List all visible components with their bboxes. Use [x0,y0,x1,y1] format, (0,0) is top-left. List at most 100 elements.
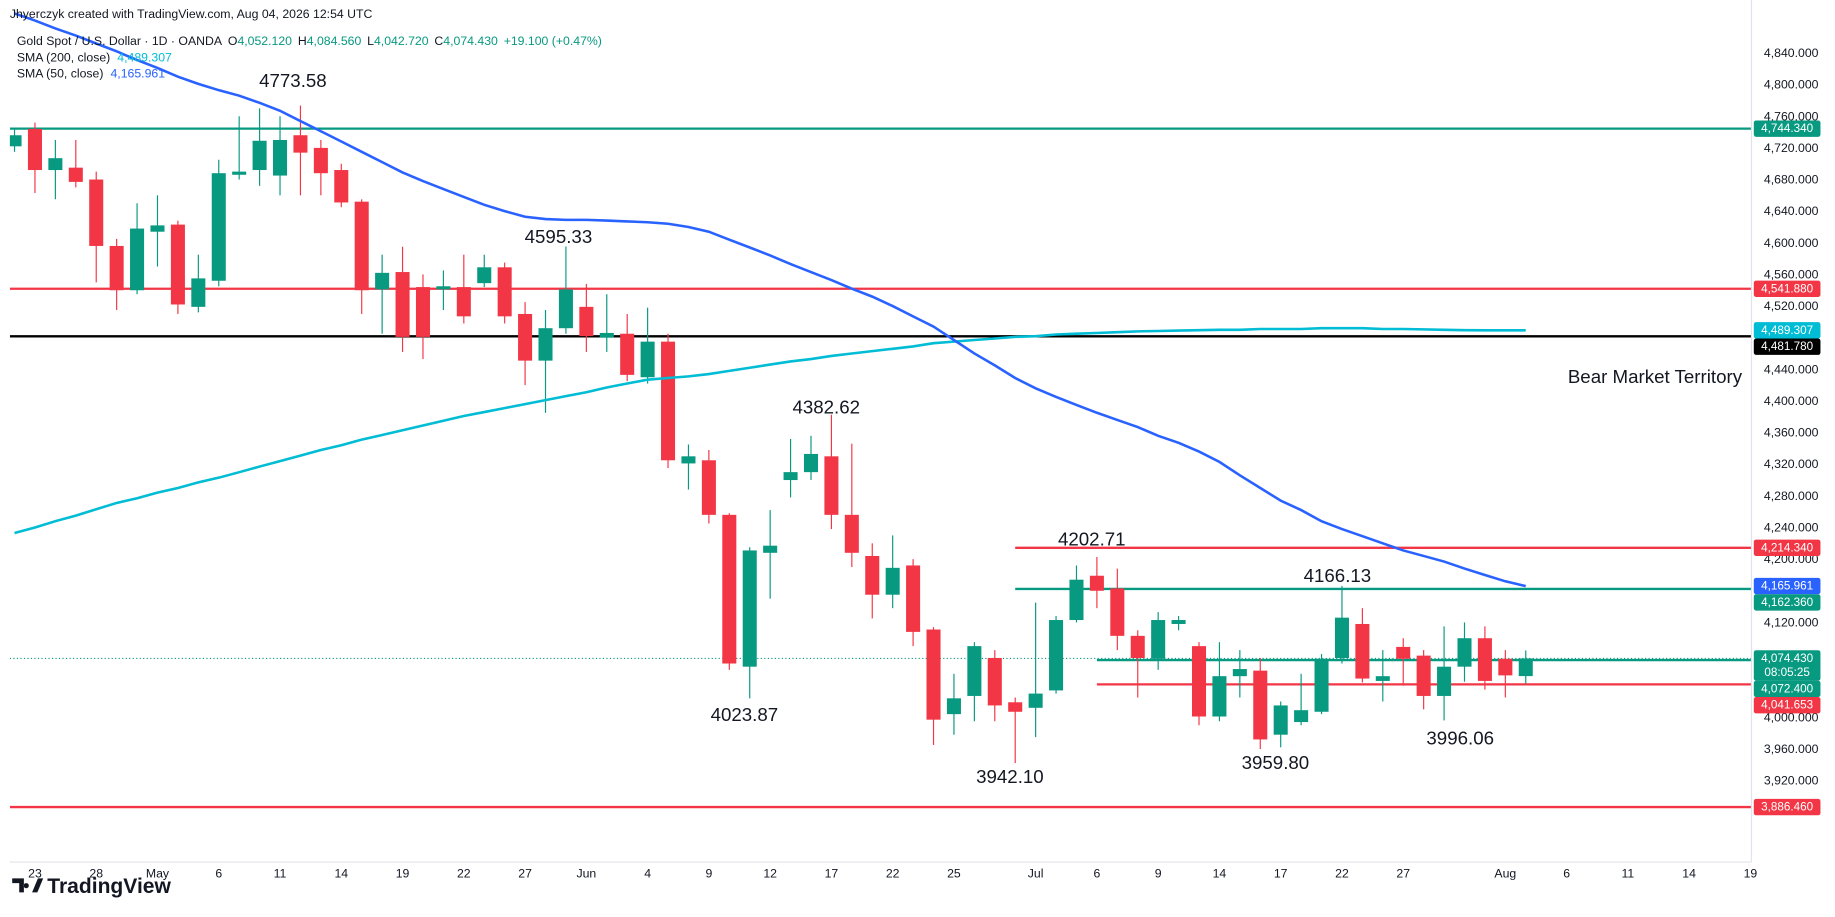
candle-body [130,228,145,291]
ohlc-key: L [367,34,374,48]
candle-body [170,224,185,305]
annotation: 4202.71 [1058,529,1126,550]
ohlc-key: O [228,34,238,48]
candle-body [1416,655,1431,696]
candle-body [1069,579,1084,621]
annotation: 4023.87 [711,704,779,725]
candle-body [599,332,614,338]
x-tick-label: Jul [1028,867,1044,881]
candle-body [497,267,512,317]
price-tag [1753,280,1821,297]
candle-body [518,313,533,361]
annotation: 4166.13 [1304,565,1372,586]
candle-body [558,289,573,329]
candle-body [436,286,451,290]
y-tick-label: 4,280.000 [1764,489,1819,503]
indicator-value: 4,165.961 [110,67,165,81]
y-tick-label: 4,400.000 [1764,394,1819,408]
price-tag [1753,798,1821,816]
candle-body [620,333,635,375]
symbol-line: Gold Spot / U.S. Dollar · 1D · OANDA O 4,0… [17,34,602,48]
candle-body [1355,623,1370,679]
annotation: 4595.33 [525,226,593,247]
y-tick-label: 4,000.000 [1764,710,1819,724]
y-tick-label: 4,600.000 [1764,236,1819,250]
x-tick-label: 19 [396,867,410,881]
annotation: 3996.06 [1426,728,1494,749]
candle-body [68,167,83,182]
x-tick-label: Jun [576,867,596,881]
y-tick-label: 4,680.000 [1764,173,1819,187]
candle-body [354,201,369,291]
candle-body [1518,658,1533,677]
candle-body [48,158,63,171]
candle-body [89,179,104,246]
candle-body [150,225,165,232]
y-tick-label: 4,120.000 [1764,615,1819,629]
y-tick-label: 4,360.000 [1764,426,1819,440]
header: Jhyerczyk created with TradingView.com, … [10,7,602,81]
candle-body [1171,620,1186,624]
symbol: Gold Spot / U.S. Dollar · 1D · OANDA [17,34,223,48]
x-tick-label: 27 [518,867,532,881]
candle-body [701,460,716,515]
candle-body [456,287,471,317]
candle-body [1232,669,1247,677]
candle-body [395,272,410,337]
candle-body [1498,658,1513,676]
brand-logo: TradingView [12,875,172,898]
price-tag-label: 4,072.400 [1761,682,1813,695]
candle-body [1273,705,1288,735]
candle-body [865,555,880,595]
candle-body [987,657,1002,706]
candle-body [1375,676,1390,681]
price-tag-label: 4,041.653 [1761,699,1813,712]
x-tick-label: 22 [457,867,471,881]
price-tag-label: 4,744.340 [1761,122,1813,135]
indicator-legend: SMA (200, close) 4,489.307 [17,50,172,64]
ohlc-value: 4,042.720 [374,34,429,48]
annotation: 4382.62 [792,397,860,418]
price-tag [1753,338,1821,355]
candle-body [1110,588,1125,636]
candle-body [1437,666,1452,696]
price-tag [1753,120,1821,137]
brand: TradingView [47,875,171,898]
candle-body [1089,575,1104,591]
x-tick-label: 12 [763,867,777,881]
y-tick-label: 4,640.000 [1764,204,1819,218]
candle-body [783,472,798,481]
candle-body [661,341,676,461]
x-tick-label: 22 [886,867,900,881]
candle-body [1253,670,1268,740]
axes: 4,840.000 4,800.000 4,760.000 4,720.000 4,68… [28,46,1819,881]
sma-line [14,326,1526,535]
price-tag-label: 3,886.460 [1761,801,1813,814]
candle-body [1477,638,1492,681]
price-tag-label: 08:05:25 [1764,666,1810,679]
candle-body [1049,620,1064,691]
candle-body [844,514,859,553]
candle-body [1151,620,1166,659]
annotation: Bear Market Territory [1568,366,1743,387]
ohlc-value: 4,084.560 [307,34,362,48]
x-tick-label: 14 [334,867,348,881]
candle-body [191,278,206,307]
candle-body [824,456,839,515]
y-tick-label: 4,560.000 [1764,267,1819,281]
y-tick-label: 4,240.000 [1764,520,1819,534]
indicator-legend: SMA (50, close) 4,165.961 [17,67,165,81]
x-tick-label: 6 [215,867,222,881]
candle-body [946,698,961,715]
price-tags: 4,744.340 4,541.880 4,489.307 4,481.780 4,21… [1753,120,1821,816]
y-tick-label: 4,320.000 [1764,457,1819,471]
x-tick-label: 14 [1213,867,1227,881]
x-tick-label: 6 [1563,867,1570,881]
candle-body [1314,658,1329,712]
y-tick-label: 3,960.000 [1764,742,1819,756]
y-tick-label: 4,760.000 [1764,109,1819,123]
x-tick-label: 19 [1744,867,1758,881]
